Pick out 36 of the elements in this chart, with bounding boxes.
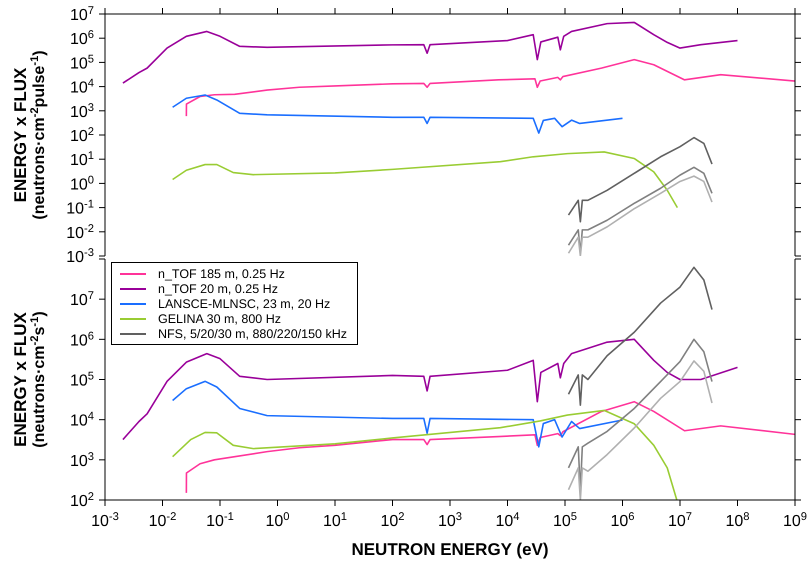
legend-label: LANSCE-MLNSC, 23 m, 20 Hz xyxy=(158,296,330,310)
x-tick-label: 10$^{-1}$ xyxy=(206,511,234,530)
x-tick-label: 10$^{-2}$ xyxy=(148,511,176,530)
legend-label: n_TOF 185 m, 0.25 Hz xyxy=(158,266,285,280)
y-tick-label: 10$^{7}$ xyxy=(70,290,94,310)
x-tick-label: 10$^{9}$ xyxy=(782,511,808,530)
x-tick-label: 10$^{5}$ xyxy=(552,511,578,530)
x-tick-label: 10$^{8}$ xyxy=(725,511,750,530)
y-tick-label: 10$^{-3}$ xyxy=(66,247,94,266)
y-tick-label: 10$^{7}$ xyxy=(70,5,94,24)
x-tick-label: 10$^{-3}$ xyxy=(91,511,119,530)
legend-label: n_TOF 20 m, 0.25 Hz xyxy=(158,282,278,296)
x-tick-label: 10$^{7}$ xyxy=(668,511,692,530)
y-tick-label: 10$^{2}$ xyxy=(70,491,94,510)
y-tick-label: 10$^{6}$ xyxy=(70,330,94,350)
y-tick-label: 10$^{4}$ xyxy=(70,78,94,97)
y-tick-label: 10$^{5}$ xyxy=(70,370,94,390)
y-tick-label: 10$^{3}$ xyxy=(70,102,94,121)
y-tick-label: 10$^{-2}$ xyxy=(66,222,94,242)
x-tick-label: 10$^{3}$ xyxy=(438,511,462,530)
y-tick-label: 10$^{5}$ xyxy=(70,53,94,72)
y-tick-label: 10$^{4}$ xyxy=(70,410,94,430)
y-tick-label: 10$^{0}$ xyxy=(70,174,94,194)
x-tick-label: 10$^{6}$ xyxy=(610,511,635,530)
x-tick-label: 10$^{1}$ xyxy=(322,511,348,530)
y-tick-label: 10$^{1}$ xyxy=(70,150,94,170)
x-axis-title: NEUTRON ENERGY (eV) xyxy=(351,540,549,559)
x-tick-label: 10$^{2}$ xyxy=(380,511,405,530)
legend-label: GELINA 30 m, 800 Hz xyxy=(158,312,281,326)
y-tick-label: 10$^{6}$ xyxy=(70,29,94,48)
y-tick-label: 10$^{3}$ xyxy=(70,450,94,470)
y-tick-label: 10$^{-1}$ xyxy=(66,198,94,218)
x-tick-label: 10$^{0}$ xyxy=(265,511,290,530)
y-tick-label: 10$^{2}$ xyxy=(70,126,94,145)
x-tick-label: 10$^{4}$ xyxy=(495,511,520,530)
legend-label: NFS, 5/20/30 m, 880/220/150 kHz xyxy=(158,326,347,340)
